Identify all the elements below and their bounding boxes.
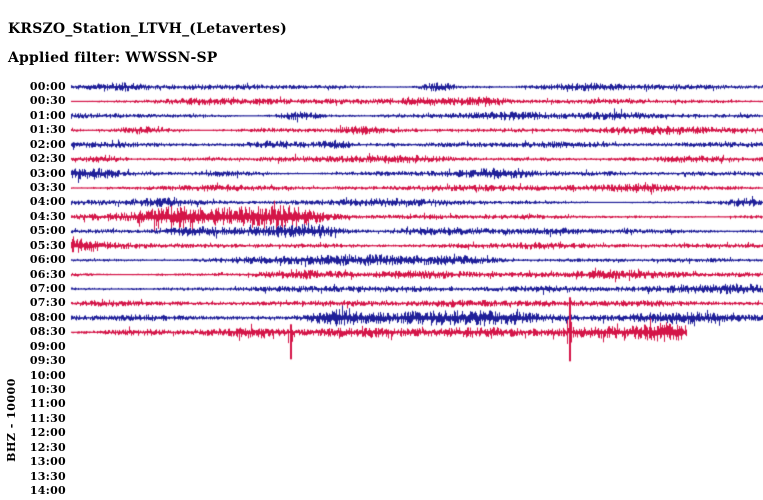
helicorder-screen: KRSZO_Station_LTVH_(Letavertes) Applied …	[0, 0, 763, 498]
seismogram-trace-canvas	[0, 0, 763, 498]
